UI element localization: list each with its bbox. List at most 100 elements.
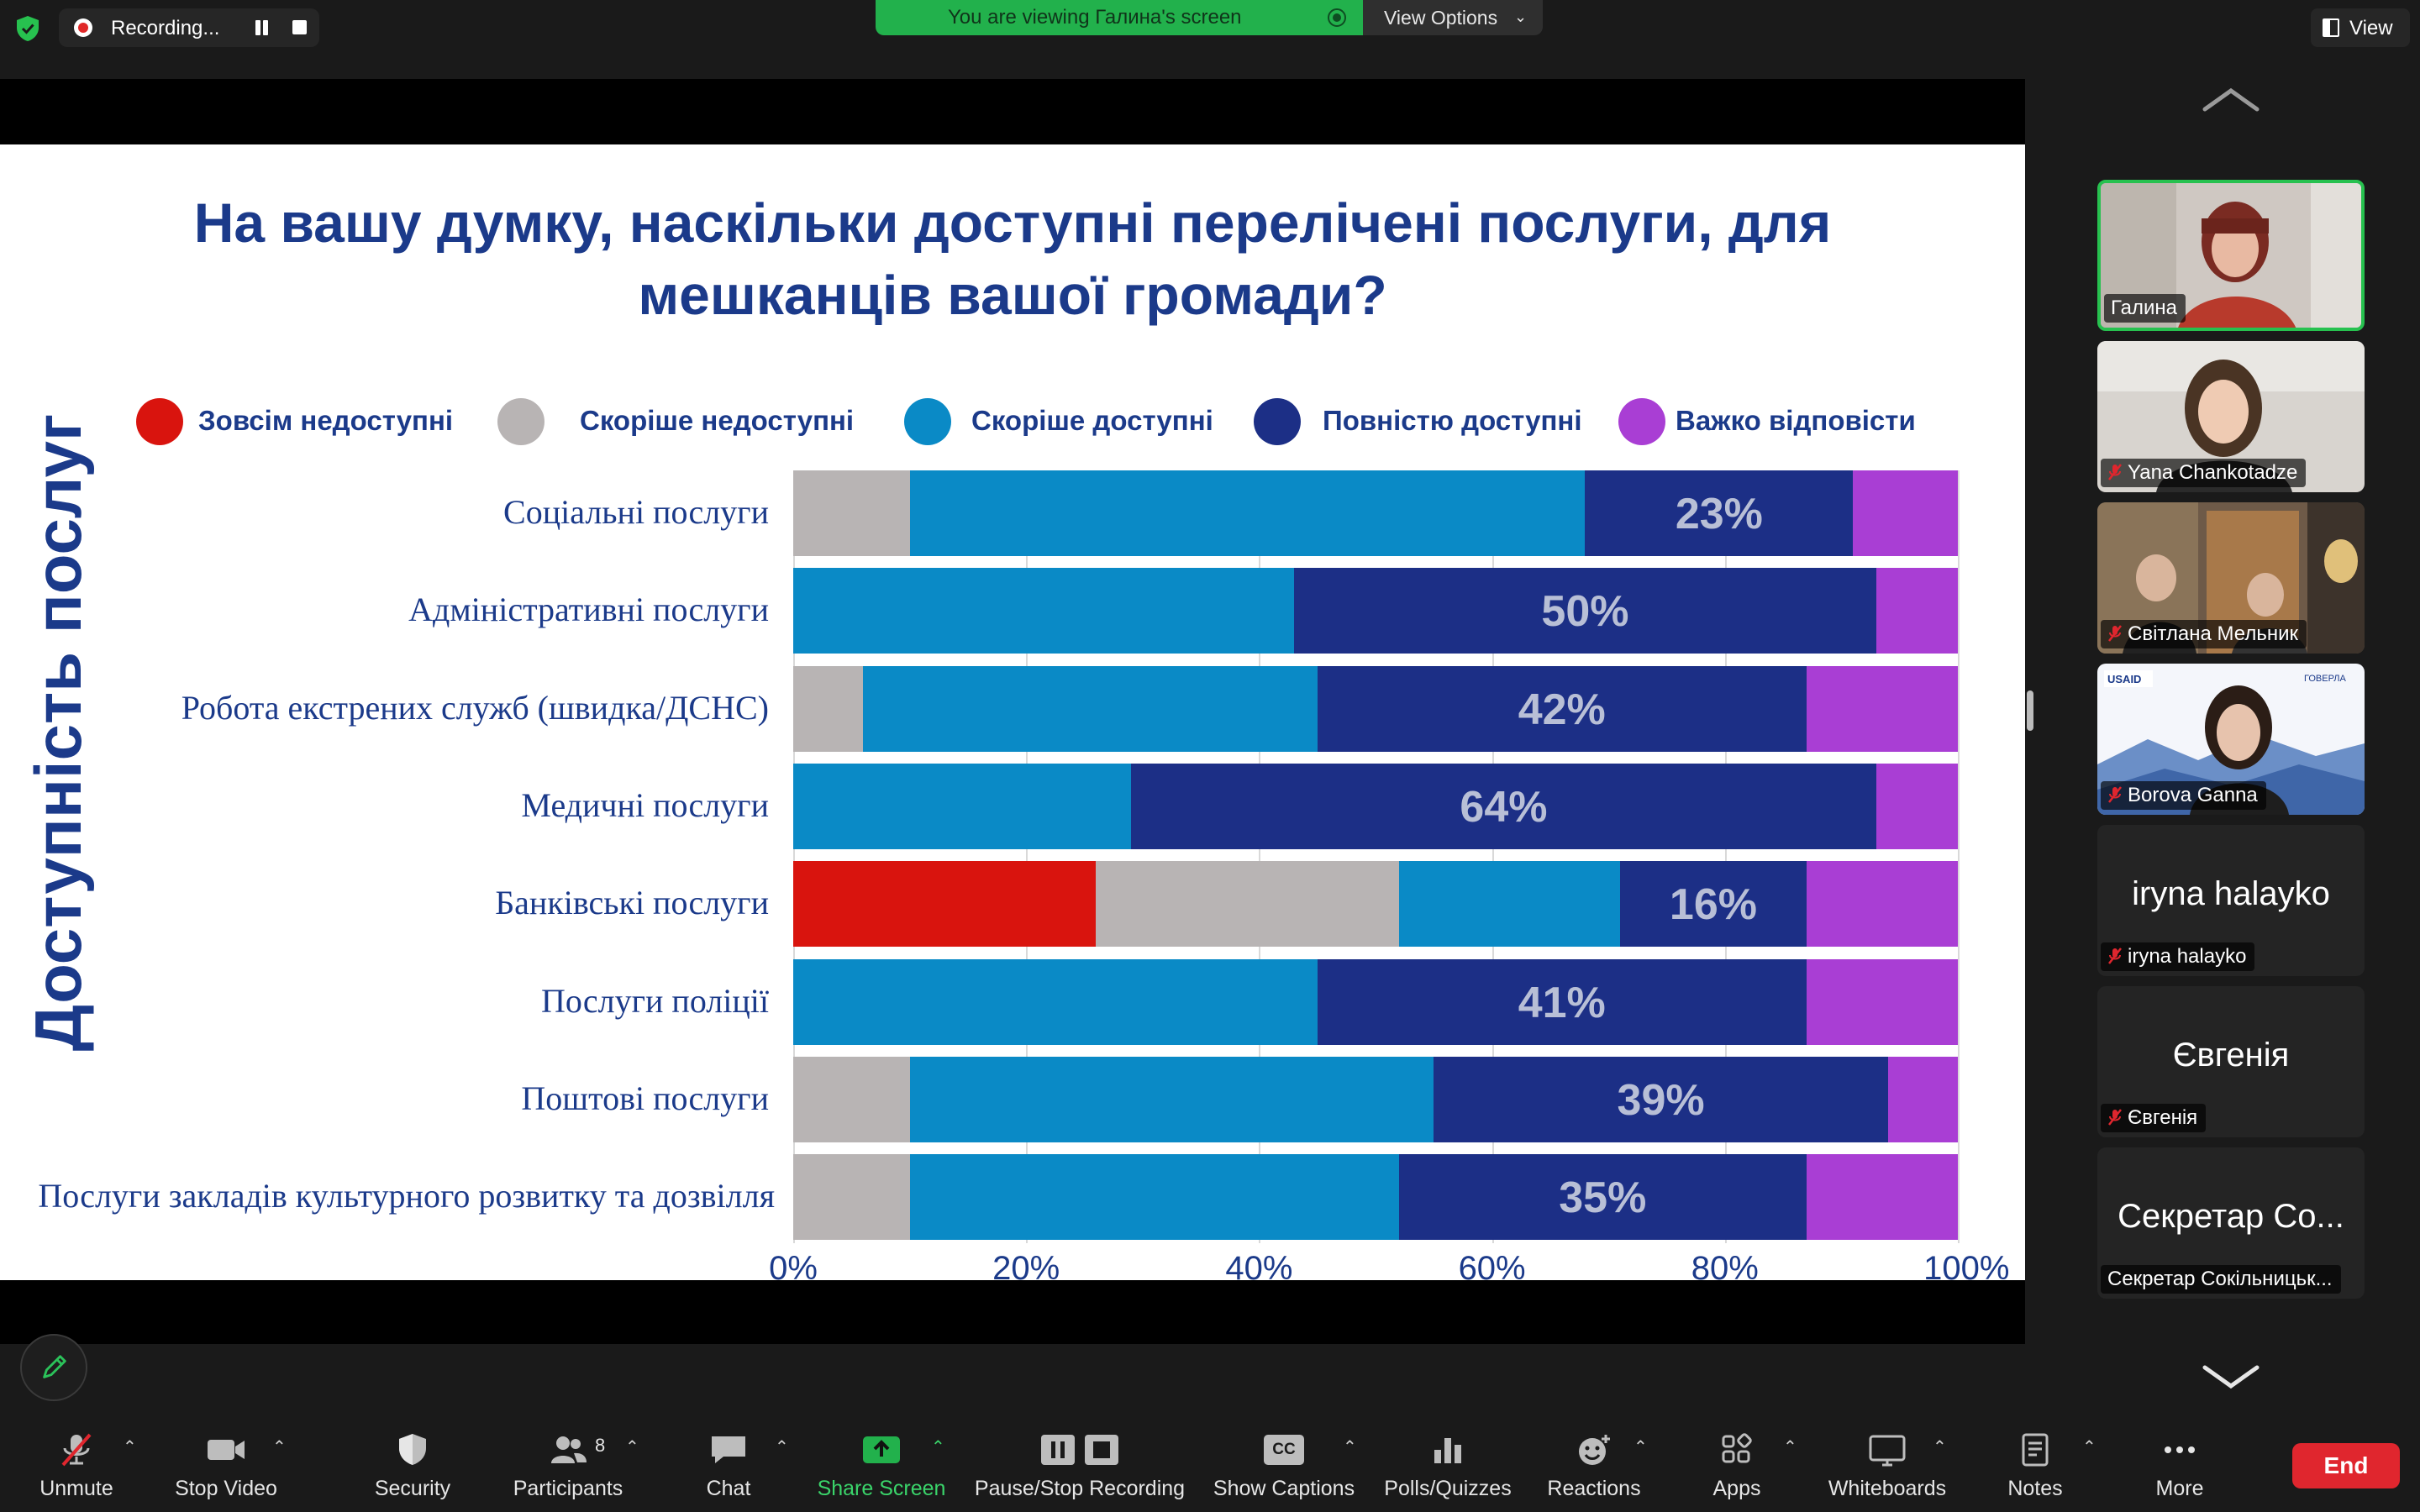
participant-name: Світлана Мельник (2128, 622, 2298, 645)
video-options-caret-icon[interactable]: ⌃ (272, 1438, 287, 1457)
participant-name-tag: Borova Ganna (2101, 781, 2266, 810)
participant-tile[interactable]: Світлана Мельник (2097, 502, 2365, 654)
polls-quizzes-button[interactable]: Polls/Quizzes (1381, 1420, 1514, 1512)
end-meeting-button[interactable]: End (2292, 1443, 2400, 1488)
participants-options-caret-icon[interactable]: ⌃ (625, 1438, 639, 1457)
viewing-screen-banner: You are viewing Галина's screen (876, 0, 1363, 35)
split-resize-handle[interactable] (2027, 690, 2033, 731)
legend-marker-2 (497, 398, 544, 445)
bar-segment (1806, 861, 1958, 948)
bar-segment (1317, 958, 1807, 1045)
unmute-button[interactable]: Unmute (25, 1420, 128, 1512)
share-options-caret-icon[interactable]: ⌃ (931, 1438, 945, 1457)
apps-options-caret-icon[interactable]: ⌃ (1783, 1438, 1797, 1457)
microphone-muted-icon (2107, 461, 2123, 480)
recording-label: Recording... (111, 17, 220, 39)
apps-label: Apps (1712, 1477, 1761, 1500)
view-options-label: View Options (1384, 7, 1498, 29)
security-button[interactable]: Security (363, 1420, 462, 1512)
x-tick-label: 60% (1458, 1250, 1526, 1280)
notes-options-caret-icon[interactable]: ⌃ (2082, 1438, 2096, 1457)
participant-tile[interactable]: Галина (2097, 180, 2365, 331)
legend-marker-1 (136, 398, 183, 445)
pause-recording-icon[interactable] (254, 20, 271, 35)
bar-segment (1130, 763, 1876, 849)
reactions-button[interactable]: Reactions (1538, 1420, 1650, 1512)
participant-tile[interactable]: Секретар Со... Секретар Сокільницьк... (2097, 1147, 2365, 1299)
stop-video-label: Stop Video (175, 1477, 277, 1500)
microphone-muted-icon (2107, 1106, 2123, 1126)
chat-bubble-icon (712, 1436, 745, 1463)
whiteboards-button[interactable]: Whiteboards (1822, 1420, 1953, 1512)
pause-stop-recording-button[interactable]: Pause/Stop Recording (973, 1420, 1186, 1512)
pause-stop-recording-icon (1041, 1435, 1118, 1465)
whiteboards-options-caret-icon[interactable]: ⌃ (1933, 1438, 1947, 1457)
stop-recording-icon[interactable] (292, 20, 307, 34)
participant-display-name: iryna halayko (2132, 875, 2330, 912)
polls-quizzes-label: Polls/Quizzes (1384, 1477, 1512, 1500)
bar-row: 35% (793, 1154, 1958, 1241)
bar-row: 23% (793, 470, 1958, 556)
encryption-shield-icon[interactable] (15, 15, 40, 42)
bar-segment (793, 1056, 910, 1142)
bar-segment (1434, 1056, 1888, 1142)
bar-row: 41% (793, 958, 1958, 1045)
annotate-button[interactable] (20, 1334, 87, 1401)
view-layout-button[interactable]: View (2311, 8, 2410, 47)
bar-row: 42% (793, 665, 1958, 752)
reactions-options-caret-icon[interactable]: ⌃ (1634, 1438, 1648, 1457)
more-button[interactable]: More (2141, 1420, 2218, 1512)
bar-segment (1317, 665, 1807, 752)
category-label: Банківські послуги (495, 884, 769, 922)
participant-name-tag: iryna halayko (2101, 942, 2255, 971)
bar-segment (1398, 1154, 1807, 1241)
gallery-scroll-down-icon[interactable] (2202, 1361, 2260, 1391)
more-dots-icon (2165, 1446, 2195, 1453)
bar-segment (1887, 1056, 1958, 1142)
bar-segment (1620, 861, 1807, 948)
presentation-slide: На вашу думку, наскільки доступні перелі… (0, 144, 2025, 1280)
captions-badge-text: CC (1272, 1441, 1296, 1458)
stop-video-button[interactable]: Stop Video (165, 1420, 287, 1512)
notes-button[interactable]: Notes (1996, 1420, 2074, 1512)
audio-options-caret-icon[interactable]: ⌃ (123, 1438, 137, 1457)
share-screen-label: Share Screen (817, 1477, 946, 1500)
participants-button[interactable]: 8 Participants (501, 1420, 635, 1512)
category-label: Медичні послуги (521, 785, 769, 824)
bar-segment (1806, 958, 1958, 1045)
participant-tile[interactable]: Yana Chankotadze (2097, 341, 2365, 492)
bar-segment (1876, 568, 1958, 654)
gallery-scroll-up-icon[interactable] (2202, 84, 2260, 114)
bar-segment (793, 861, 1097, 948)
notes-label: Notes (2007, 1477, 2063, 1500)
video-camera-icon (208, 1440, 245, 1460)
bar-segment (1806, 665, 1958, 752)
x-tick-label: 80% (1691, 1250, 1759, 1280)
view-options-button[interactable]: View Options ⌄ (1363, 0, 1543, 35)
show-captions-button[interactable]: CC Show Captions (1210, 1420, 1358, 1512)
share-screen-button[interactable]: Share Screen (815, 1420, 948, 1512)
bar-segment (1876, 763, 1958, 849)
more-label: More (2155, 1477, 2204, 1500)
svg-text:ГОВЕРЛА: ГОВЕРЛА (2304, 674, 2347, 684)
data-label: 50% (1541, 587, 1629, 637)
chat-button[interactable]: Chat (691, 1420, 766, 1512)
grid-line (1259, 470, 1261, 1243)
svg-text:USAID: USAID (2107, 673, 2141, 685)
participant-tile[interactable]: iryna halayko iryna halayko (2097, 825, 2365, 976)
participant-tile[interactable]: USAID ГОВЕРЛА Borova Ganna (2097, 664, 2365, 815)
recording-indicator: Recording... (59, 8, 319, 47)
participant-tile[interactable]: Євгенія Євгенія (2097, 986, 2365, 1137)
participant-name-tag: Галина (2104, 294, 2186, 323)
bar-segment (909, 1154, 1399, 1241)
data-label: 41% (1518, 978, 1606, 1027)
microphone-muted-icon (2107, 622, 2123, 642)
participant-name-tag: Світлана Мельник (2101, 620, 2307, 648)
legend-marker-3 (904, 398, 951, 445)
screen-share-status-icon (1328, 8, 1346, 27)
captions-options-caret-icon[interactable]: ⌃ (1343, 1438, 1357, 1457)
grid-line (1724, 470, 1727, 1243)
chat-options-caret-icon[interactable]: ⌃ (775, 1438, 789, 1457)
legend-label-4: Повністю доступні (1323, 405, 1582, 436)
apps-button[interactable]: Apps (1699, 1420, 1775, 1512)
